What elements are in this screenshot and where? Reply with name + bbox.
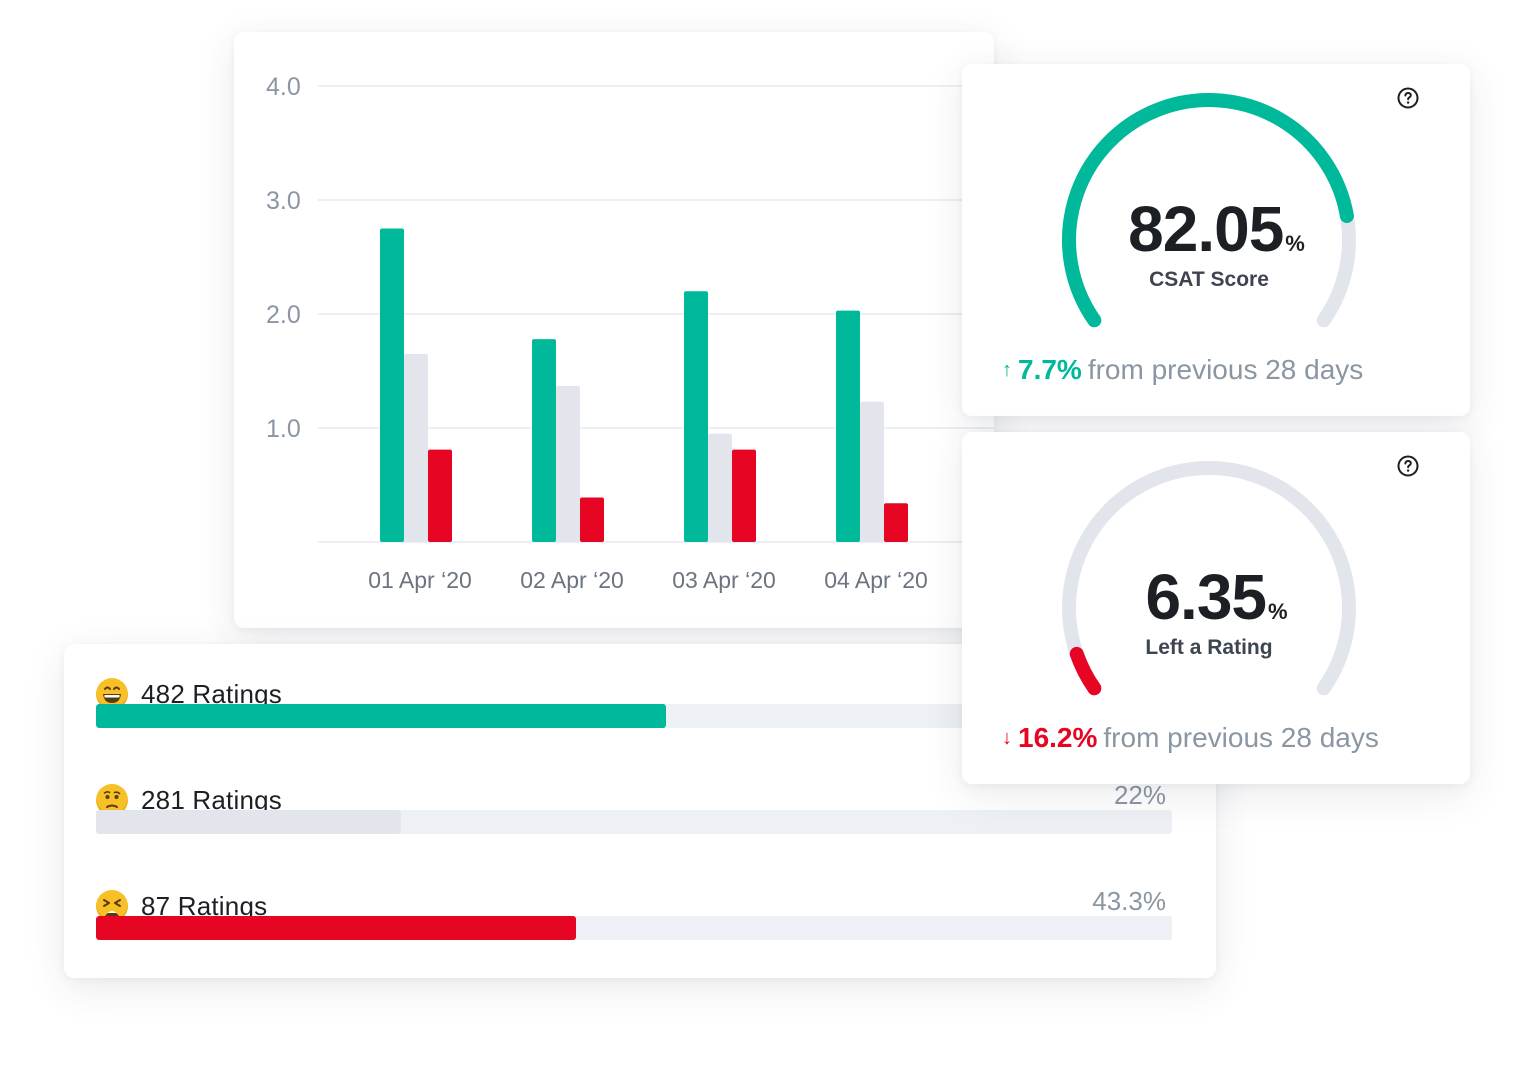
x-tick-label: 03 Apr ‘20 [672, 567, 776, 593]
csat-delta-value: 7.7% [1018, 354, 1082, 385]
bar-positive[interactable] [684, 291, 708, 542]
bar-negative[interactable] [884, 503, 908, 542]
rating-percent: 22% [1113, 780, 1166, 810]
y-tick-label: 4.0 [266, 73, 301, 101]
left-a-rating-value: 6.35% [1145, 561, 1287, 633]
rating-progress-fill [96, 704, 667, 728]
left-a-rating-delta-value: 16.2% [1018, 722, 1098, 753]
bar-chart-card: 4.0 3.0 2.0 1.0 01 Apr ‘20 02 Apr ‘20 03 Apr ‘… [234, 32, 994, 628]
rating-progress-fill [96, 810, 401, 834]
arrow-down-icon: ↓ [1002, 727, 1012, 749]
rating-row-negative: 87 Ratings 43.3% [96, 886, 1172, 940]
question-circle-icon[interactable] [1396, 454, 1420, 478]
bar-positive[interactable] [532, 339, 556, 542]
left-a-rating-label: Left a Rating [1145, 636, 1273, 659]
rating-progress-fill [96, 916, 576, 940]
bar-positive[interactable] [836, 310, 860, 542]
rating-progress-track [96, 810, 1172, 834]
x-tick-label: 01 Apr ‘20 [368, 567, 472, 593]
left-a-rating-delta: ↓ 16.2% from previous 28 days [1002, 722, 1379, 754]
bar-positive[interactable] [380, 228, 404, 543]
csat-delta: ↑ 7.7% from previous 28 days [1002, 354, 1363, 386]
bar-neutral[interactable] [404, 353, 428, 542]
csat-score-value: 82.05% [1128, 193, 1305, 265]
y-tick-label: 1.0 [266, 415, 301, 443]
bar-negative[interactable] [428, 449, 452, 542]
rating-row-neutral: 281 Ratings 22% [96, 780, 1172, 834]
csat-score-card: 82.05% CSAT Score ↑ 7.7% from previous 28 … [962, 64, 1470, 416]
y-tick-label: 3.0 [266, 187, 301, 215]
bar-negative[interactable] [580, 497, 604, 542]
rating-progress-track [96, 916, 1172, 940]
csat-gauge [1062, 93, 1356, 328]
csat-score-label: CSAT Score [1149, 268, 1269, 291]
rating-percent: 43.3% [1092, 886, 1166, 916]
csat-delta-text: from previous 28 days [1087, 354, 1364, 385]
left-a-rating-card: 6.35% Left a Rating ↓ 16.2% from previous … [962, 432, 1470, 784]
bar-negative[interactable] [732, 449, 756, 542]
left-a-rating-delta-text: from previous 28 days [1103, 722, 1379, 753]
x-tick-label: 02 Apr ‘20 [520, 567, 624, 593]
bar-chart: 4.0 3.0 2.0 1.0 01 Apr ‘20 02 Apr ‘20 03 Apr ‘… [266, 73, 994, 593]
x-tick-label: 04 Apr ‘20 [824, 567, 928, 593]
arrow-up-icon: ↑ [1002, 359, 1012, 381]
bar-neutral[interactable] [708, 433, 732, 542]
bar-neutral[interactable] [860, 401, 884, 542]
y-tick-label: 2.0 [266, 301, 301, 329]
bar-neutral[interactable] [556, 385, 580, 542]
left-a-rating-gauge [1062, 461, 1356, 696]
question-circle-icon[interactable] [1396, 86, 1420, 110]
